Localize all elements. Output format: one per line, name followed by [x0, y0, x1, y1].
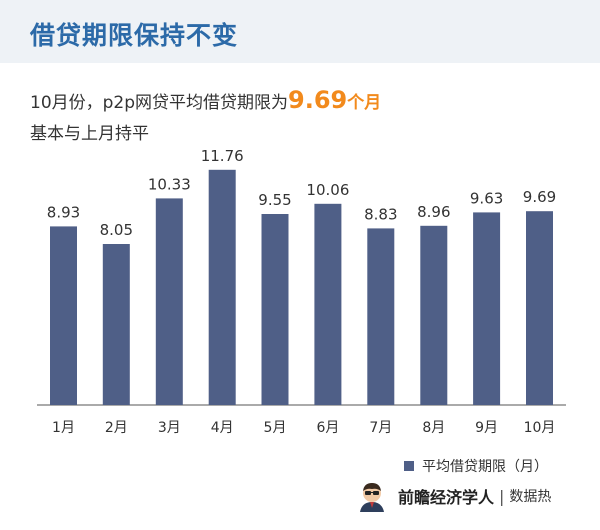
- bar: [155, 198, 183, 405]
- highlight-unit: 个月: [347, 93, 382, 113]
- data-label: 10.06: [306, 181, 349, 199]
- summary-prefix: 10月份，p2p网贷平均借贷期限为: [30, 93, 289, 113]
- x-tick-label: 10月: [524, 420, 556, 436]
- bar: [526, 211, 553, 405]
- brand-name: 前瞻经济学人: [398, 488, 495, 507]
- brand-sub: 数据热: [509, 489, 552, 505]
- summary-line-2: 基本与上月持平: [30, 124, 149, 144]
- data-label: 9.55: [258, 191, 291, 209]
- bar: [314, 203, 342, 405]
- summary-line-1: 10月份，p2p网贷平均借贷期限为9.69个月: [30, 86, 381, 114]
- bar: [208, 169, 236, 405]
- data-label: 11.76: [201, 147, 244, 165]
- data-label: 9.69: [523, 188, 556, 206]
- data-label: 8.05: [100, 221, 133, 239]
- x-tick-label: 2月: [105, 420, 128, 436]
- data-label: 10.33: [148, 175, 191, 193]
- data-label: 8.83: [364, 205, 397, 223]
- x-tick-label: 4月: [211, 420, 234, 436]
- bar: [420, 225, 448, 405]
- data-label: 8.93: [47, 203, 80, 221]
- x-tick-label: 5月: [264, 420, 287, 436]
- brand-signature: 前瞻经济学人 | 数据热: [356, 480, 551, 512]
- bar: [102, 244, 130, 405]
- data-label: 8.96: [417, 203, 450, 221]
- legend-swatch: [404, 461, 414, 471]
- x-tick-label: 1月: [52, 420, 75, 436]
- avatar-icon: [360, 483, 384, 512]
- x-tick-label: 9月: [475, 420, 498, 436]
- x-tick-label: 3月: [158, 420, 181, 436]
- x-tick-label: 6月: [316, 420, 339, 436]
- bar: [261, 214, 289, 405]
- bar: [367, 228, 395, 405]
- brand-separator: |: [499, 486, 505, 506]
- x-tick-label: 8月: [422, 420, 445, 436]
- bar: [473, 212, 501, 405]
- data-label: 9.63: [470, 189, 503, 207]
- page-title: 借贷期限保持不变: [30, 21, 239, 50]
- bar: [50, 226, 77, 405]
- highlight-value: 9.69: [288, 86, 348, 114]
- chart-legend: 平均借贷期限（月）: [404, 456, 548, 476]
- header-band: 借贷期限保持不变: [0, 0, 600, 63]
- legend-label: 平均借贷期限（月）: [422, 459, 548, 475]
- x-tick-label: 7月: [369, 420, 392, 436]
